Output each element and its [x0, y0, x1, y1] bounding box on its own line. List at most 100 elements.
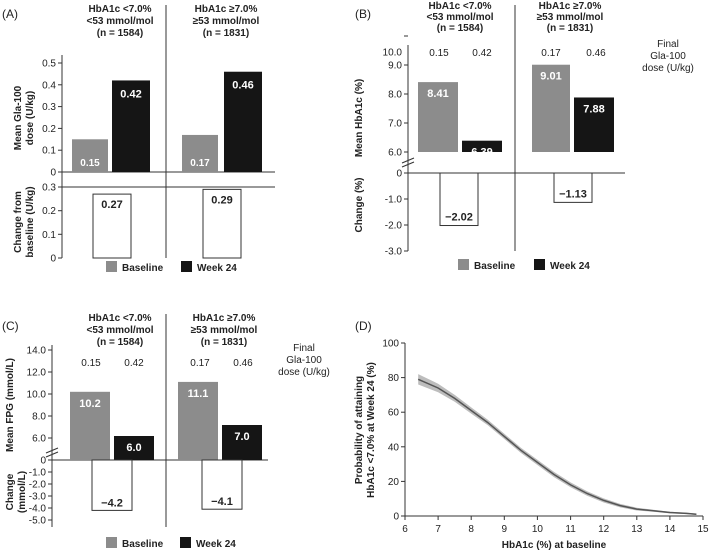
panel-d-ytick-label-1: 20 — [388, 477, 400, 488]
panel-c-change-yticks: 0 -1.0 -2.0 -3.0 -4.0 -5.0 — [29, 456, 52, 527]
panel-c-bar-baseline-g1 — [70, 391, 110, 460]
panel-a-ylabel-line2: dose (U/kg) — [25, 91, 36, 145]
panel-a-legend-swatch-week24 — [181, 261, 192, 272]
panel-c-dose-g2-baseline: 0.17 — [190, 358, 210, 369]
panel-c-change-ytick-label-3: -3.0 — [29, 492, 47, 503]
panel-a-group2-title-line1: HbA1c ≥7.0% — [195, 4, 258, 15]
panel-d-ytick-label-3: 60 — [388, 408, 400, 419]
panel-b-group2-title-line3: (n = 1831) — [547, 23, 593, 34]
panel-a-change-ylabel-line2: baseline (U/kg) — [25, 186, 36, 257]
panel-c-change-ytick-label-5: -5.0 — [29, 516, 47, 527]
panel-c-legend: Baseline Week 24 — [106, 537, 236, 550]
panel-b-axis-break-mark-2 — [401, 161, 415, 168]
panel-a-legend-swatch-baseline — [106, 261, 117, 272]
panel-b-label: (B) — [355, 7, 371, 21]
panel-a-change-ylabel-line1: Change from — [13, 191, 24, 253]
panel-c-group2-title-line1: HbA1c ≥7.0% — [193, 313, 256, 324]
panel-a-bar-baseline-g2 — [182, 134, 218, 172]
panel-a-bar-week24-g1 — [112, 80, 150, 172]
panel-c-axis-break-mark-2 — [45, 451, 59, 458]
panel-b-axis-break — [401, 157, 415, 168]
panel-b-dose-g1-week24: 0.42 — [472, 48, 492, 59]
panel-b-bar-baseline-g2 — [532, 64, 570, 152]
panel-d-xtick-label-8: 14 — [664, 524, 676, 535]
panel-c-dose-g2-week24: 0.46 — [233, 358, 253, 369]
panel-c-bar-label-baseline-g2: 11.1 — [188, 388, 209, 400]
panel-b-bar-week24-g2 — [574, 97, 614, 152]
panel-a-legend-label-baseline: Baseline — [122, 263, 164, 274]
panel-d-ytick-label-0: 0 — [393, 512, 399, 523]
panel-a-ylabel-line1: Mean Gla-100 — [13, 85, 24, 150]
panel-a-change-bar-g2 — [202, 188, 242, 259]
panel-a-change-label-g2: 0.29 — [211, 194, 232, 206]
panel-b-bar-label-week24-g1: 6.39 — [471, 147, 492, 159]
panel-d-xtick-label-1: 7 — [435, 524, 441, 535]
panel-d-ci-band — [418, 374, 697, 515]
panel-d-label: (D) — [355, 319, 372, 333]
panel-a-change-ytick-label-3: 0.3 — [42, 183, 56, 194]
panel-d-ylabel-line2: HbA1c <7.0% at Week 24 (%) — [366, 362, 377, 498]
panel-a-change-yticks: 0 0.1 0.2 0.3 — [42, 183, 62, 265]
panel-b-change-yticks: 0 -1.0 -2.0 -3.0 — [385, 169, 408, 258]
panel-c-legend-label-baseline: Baseline — [122, 539, 164, 550]
panel-a-legend: Baseline Week 24 — [106, 261, 237, 274]
panel-a-ytick-label-0: 0 — [50, 168, 56, 179]
panel-b-group1-title-line3: (n = 1584) — [437, 23, 483, 34]
panel-c-change-label-g2: −4.1 — [211, 496, 233, 508]
panel-d-xtick-label-0: 6 — [402, 524, 408, 535]
panel-c-group1-title-line2: <53 mmol/mol — [87, 325, 154, 336]
panel-d-xtick-label-9: 15 — [697, 524, 709, 535]
panel-b-bar-label-baseline-g1: 8.41 — [427, 88, 448, 100]
panel-c-change-ytick-label-2: -2.0 — [29, 480, 47, 491]
panel-b-ytick-label-1: 7.0 — [388, 119, 402, 130]
panel-b-axis-break-mark-1 — [401, 157, 415, 164]
panel-d-ytick-label-2: 40 — [388, 442, 400, 453]
panel-a-group1-title-line2: <53 mmol/mol — [87, 16, 154, 27]
panel-b-legend-label-baseline: Baseline — [474, 261, 516, 272]
panel-a-ytick-label-2: 0.2 — [42, 124, 56, 135]
panel-b-legend-swatch-week24 — [534, 259, 545, 270]
panel-a-bar-label-week24-g2: 0.46 — [232, 80, 253, 92]
panel-b-group2-title-line2: ≥53 mmol/mol — [537, 12, 604, 23]
panel-c: (C) HbA1c <7.0% <53 mmol/mol (n = 1584) … — [2, 313, 330, 550]
panel-c-legend-label-week24: Week 24 — [196, 539, 236, 550]
panel-c-ytick-label-0: 6.0 — [32, 434, 46, 445]
panel-b-bar-label-week24-g2: 7.88 — [583, 103, 604, 115]
panel-b-group1-title-line2: <53 mmol/mol — [427, 12, 494, 23]
panel-b-legend-label-week24: Week 24 — [550, 261, 590, 272]
panel-b-dose-caption-line3: dose (U/kg) — [642, 63, 694, 74]
panel-d: (D) 0 20 40 60 80 100 — [354, 319, 709, 551]
panel-c-ytick-label-4: 14.0 — [27, 346, 47, 357]
panel-a-bar-label-week24-g1: 0.42 — [120, 88, 141, 100]
panel-d-xtick-label-4: 10 — [532, 524, 544, 535]
panel-b-dose-caption-line2: Gla-100 — [650, 51, 686, 62]
panel-b-ytick-label-4: 10.0 — [383, 48, 403, 59]
panel-b-legend-swatch-baseline — [458, 259, 469, 270]
panel-b-ytick-label-3: 9.0 — [388, 61, 402, 72]
panel-c-legend-swatch-week24 — [180, 537, 191, 548]
panel-b-change-ytick-label-3: -3.0 — [385, 247, 403, 258]
panel-a-bar-label-baseline-g2: 0.17 — [190, 158, 210, 169]
panel-a-ytick-label-5: 0.5 — [42, 59, 56, 70]
panel-c-bar-week24-g1 — [114, 436, 154, 460]
panel-c-change-label-g1: −4.2 — [101, 497, 123, 509]
panel-c-bar-label-week24-g2: 7.0 — [234, 431, 249, 443]
panel-c-ytick-label-2: 10.0 — [27, 390, 47, 401]
panel-a-group1-title-line1: HbA1c <7.0% — [88, 4, 151, 15]
panel-a-group1-title-line3: (n = 1584) — [97, 28, 143, 39]
panel-b-change-ylabel: Change (%) — [354, 178, 365, 233]
panel-d-yticks: 0 20 40 60 80 100 — [382, 339, 405, 523]
panel-c-axis-break — [45, 447, 59, 458]
panel-a-change-ytick-label-0: 0 — [50, 254, 56, 265]
panel-c-dose-g1-baseline: 0.15 — [81, 358, 101, 369]
panel-c-group1-title-line3: (n = 1584) — [97, 337, 143, 348]
panel-c-change-ylabel-line2: (mmol/L) — [17, 471, 28, 513]
panel-d-xlabel: HbA1c (%) at baseline — [502, 540, 607, 551]
panel-c-group1-title-line1: HbA1c <7.0% — [88, 313, 151, 324]
panel-c-dose-caption-line1: Final — [293, 343, 315, 354]
panel-c-legend-swatch-baseline — [106, 537, 117, 548]
panel-c-bar-label-baseline-g1: 10.2 — [79, 398, 100, 410]
panel-b: (B) HbA1c <7.0% <53 mmol/mol (n = 1584) … — [354, 1, 694, 272]
panel-b-group1-title-line1: HbA1c <7.0% — [428, 1, 491, 12]
